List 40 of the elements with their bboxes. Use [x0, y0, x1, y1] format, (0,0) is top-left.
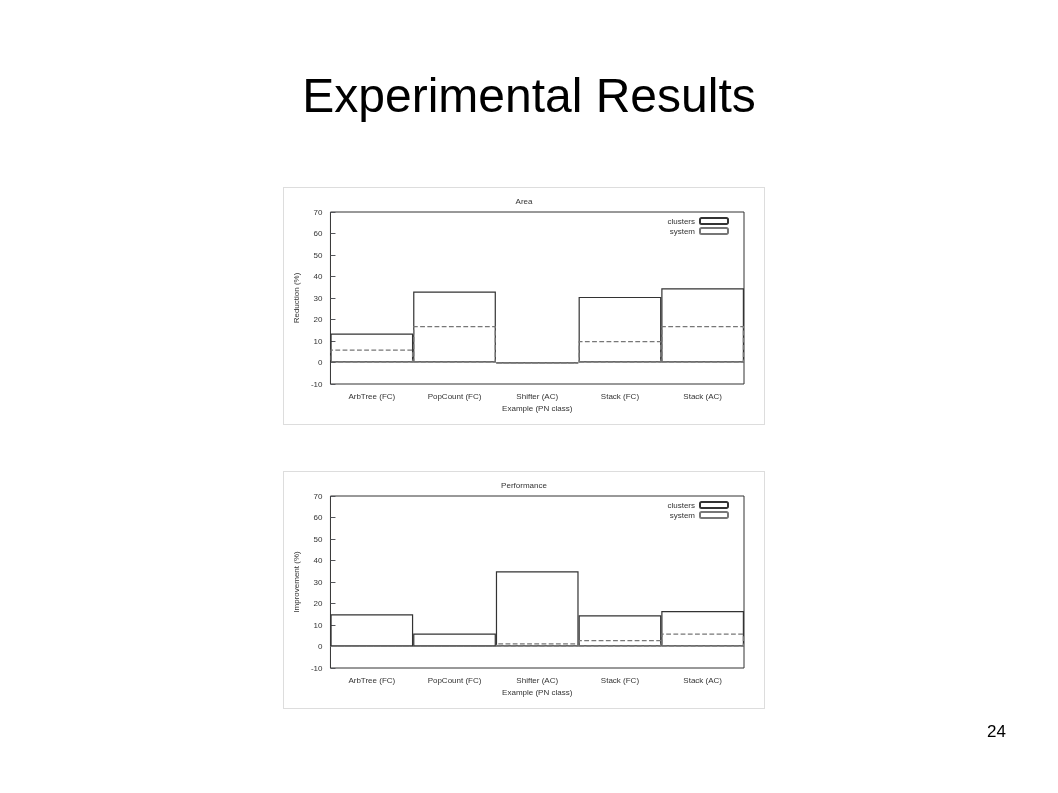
y-tick-label: 70 [313, 207, 324, 217]
y-axis-title: Improvement (%) [291, 551, 301, 613]
y-tick-label: 0 [318, 358, 324, 367]
y-tick-label: 70 [313, 491, 324, 501]
x-tick-label: Shifter (AC) [516, 391, 559, 401]
y-tick-label: 50 [313, 534, 324, 544]
y-tick-label: 60 [313, 513, 324, 522]
chart-title: Area [515, 196, 533, 206]
x-tick-label: Stack (FC) [600, 675, 640, 685]
text: Experimental Results [301, 68, 757, 123]
y-tick-label: -10 [310, 663, 324, 673]
y-tick-label: 30 [313, 577, 324, 587]
y-tick-label: 30 [313, 293, 324, 303]
chart-title: Performance [501, 480, 548, 490]
x-tick-label: Stack (AC) [683, 391, 723, 401]
y-tick-label: 20 [313, 599, 324, 608]
x-tick-label: Shifter (AC) [516, 675, 559, 685]
legend-label: clusters [667, 500, 695, 510]
x-axis-title: Example (PN class) [502, 404, 573, 414]
y-tick-label: 10 [313, 620, 324, 630]
y-tick-label: 50 [313, 250, 324, 260]
x-tick-label: ArbTree (FC) [348, 391, 396, 401]
legend-label: system [669, 510, 696, 520]
y-tick-label: 60 [313, 229, 324, 238]
y-tick-label: 10 [313, 336, 324, 346]
x-tick-label: ArbTree (FC) [348, 675, 396, 685]
legend-label: system [669, 226, 696, 236]
x-tick-label: Stack (FC) [600, 391, 640, 401]
x-axis-title: Example (PN class) [502, 688, 573, 698]
y-axis-title: Reduction (%) [291, 272, 301, 324]
x-tick-label: PopCount (FC) [427, 675, 482, 685]
y-tick-label: 20 [313, 315, 324, 324]
y-tick-label: 0 [318, 642, 324, 651]
legend-label: clusters [667, 216, 695, 226]
x-tick-label: Stack (AC) [683, 675, 723, 685]
x-tick-label: PopCount (FC) [427, 391, 482, 401]
y-tick-label: 40 [313, 272, 324, 281]
y-tick-label: -10 [310, 379, 324, 389]
y-tick-label: 40 [313, 556, 324, 565]
text: 24 [987, 722, 1006, 742]
